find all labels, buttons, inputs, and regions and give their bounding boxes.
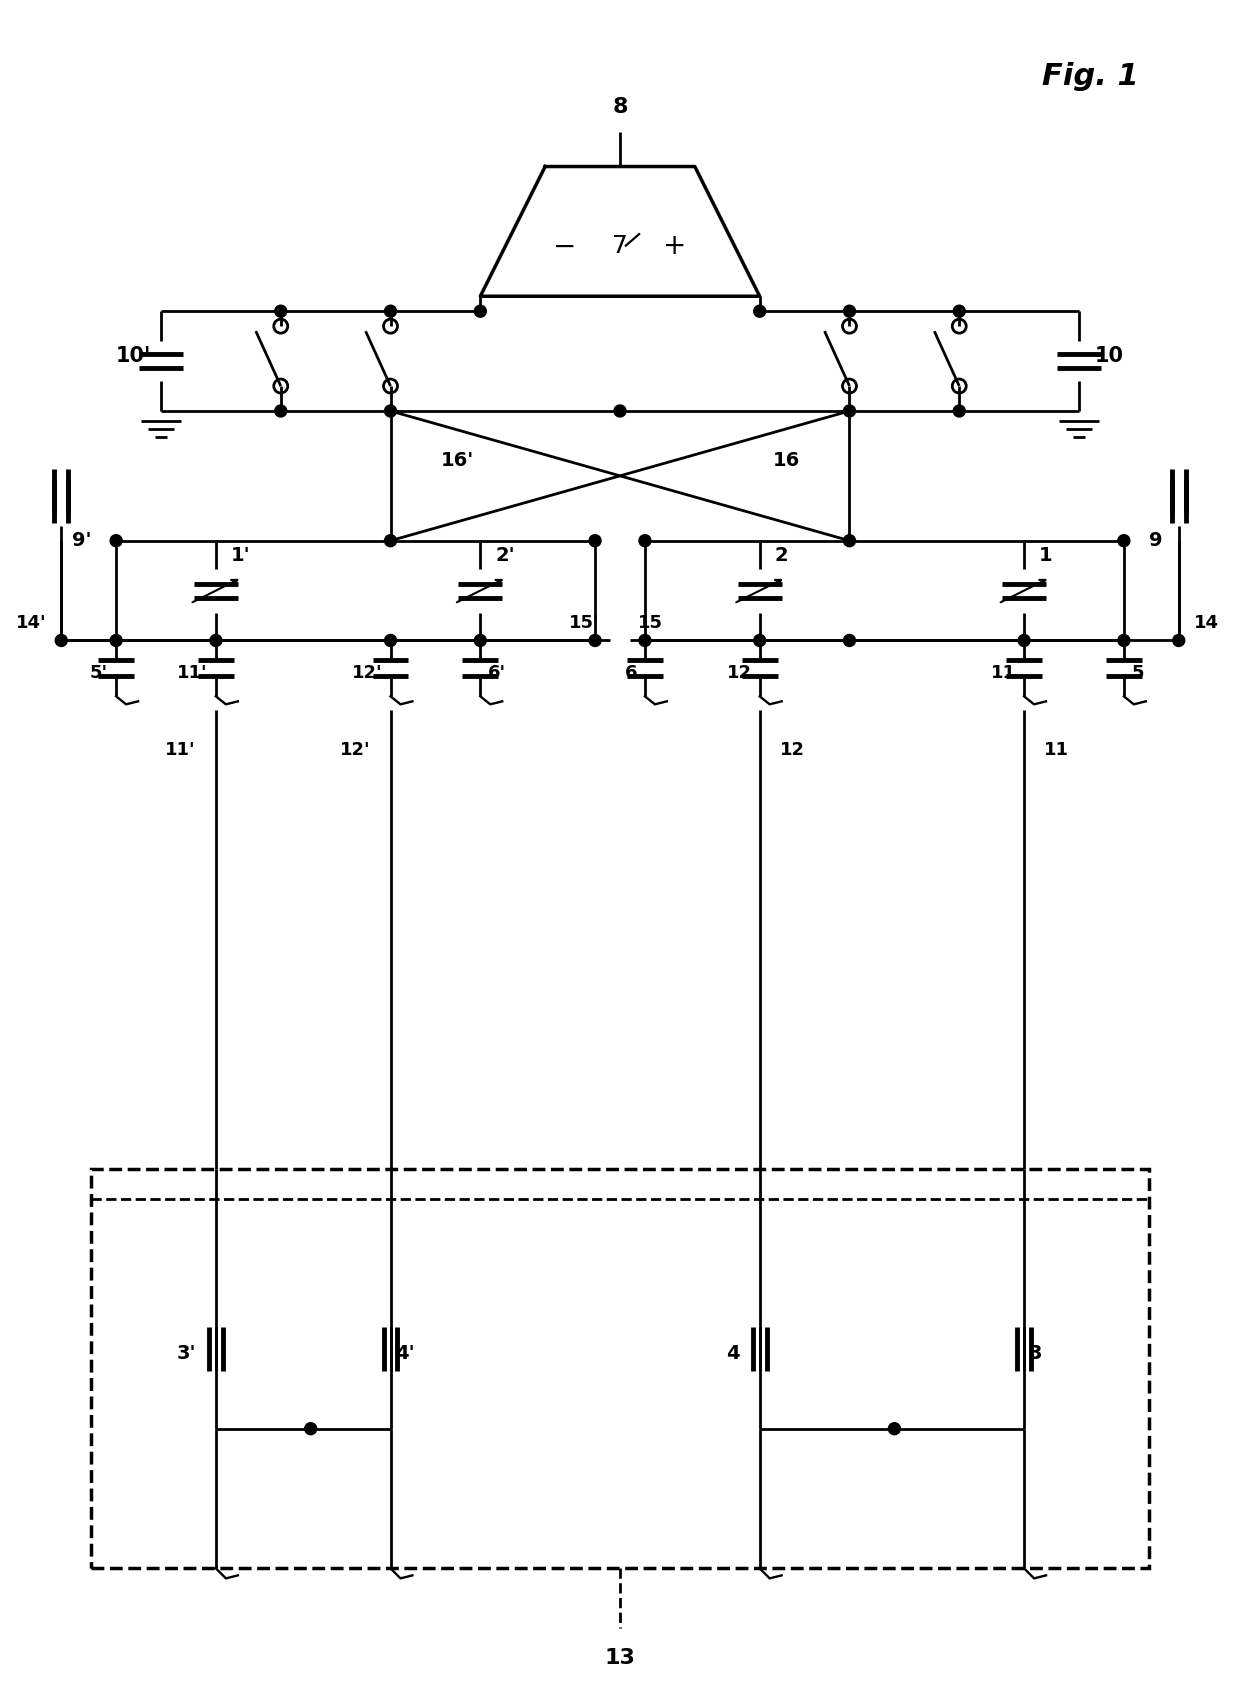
Text: 3: 3 bbox=[1029, 1345, 1043, 1363]
Circle shape bbox=[384, 306, 397, 318]
Text: 15: 15 bbox=[637, 613, 663, 632]
Circle shape bbox=[305, 1423, 316, 1435]
Circle shape bbox=[110, 635, 122, 647]
Circle shape bbox=[754, 306, 765, 318]
Circle shape bbox=[954, 406, 965, 418]
Text: 9: 9 bbox=[1148, 531, 1162, 550]
Circle shape bbox=[843, 535, 856, 547]
Text: 2: 2 bbox=[775, 547, 789, 565]
Text: 11: 11 bbox=[991, 664, 1016, 683]
Text: 3': 3' bbox=[176, 1345, 196, 1363]
Circle shape bbox=[639, 535, 651, 547]
Text: 1': 1' bbox=[231, 547, 250, 565]
Text: 6': 6' bbox=[489, 664, 506, 683]
Text: 10: 10 bbox=[1095, 346, 1123, 367]
Text: 10': 10' bbox=[117, 346, 151, 367]
Circle shape bbox=[384, 635, 397, 647]
Circle shape bbox=[1018, 635, 1030, 647]
Text: 11': 11' bbox=[177, 664, 208, 683]
Text: +: + bbox=[663, 233, 687, 260]
Circle shape bbox=[589, 635, 601, 647]
Text: 11: 11 bbox=[1044, 742, 1069, 759]
Bar bbox=[92, 1170, 1148, 1569]
Text: 8: 8 bbox=[613, 97, 627, 117]
Circle shape bbox=[475, 306, 486, 318]
Text: 14: 14 bbox=[1194, 613, 1219, 632]
Text: −: − bbox=[553, 233, 577, 260]
Circle shape bbox=[384, 406, 397, 418]
Text: 4': 4' bbox=[396, 1345, 415, 1363]
Text: 7: 7 bbox=[613, 234, 627, 258]
Circle shape bbox=[888, 1423, 900, 1435]
Circle shape bbox=[614, 406, 626, 418]
Text: 12: 12 bbox=[780, 742, 805, 759]
Text: 2': 2' bbox=[495, 547, 515, 565]
Circle shape bbox=[754, 635, 765, 647]
Circle shape bbox=[1118, 535, 1130, 547]
Circle shape bbox=[475, 635, 486, 647]
Text: 5': 5' bbox=[91, 664, 108, 683]
Circle shape bbox=[56, 635, 67, 647]
Text: 12': 12' bbox=[340, 742, 371, 759]
Text: Fig. 1: Fig. 1 bbox=[1042, 61, 1138, 90]
Text: 11': 11' bbox=[165, 742, 196, 759]
Circle shape bbox=[843, 635, 856, 647]
Text: 16': 16' bbox=[440, 452, 474, 470]
Circle shape bbox=[275, 306, 286, 318]
Circle shape bbox=[954, 306, 965, 318]
Circle shape bbox=[843, 406, 856, 418]
Text: 16: 16 bbox=[773, 452, 800, 470]
Circle shape bbox=[1118, 635, 1130, 647]
Text: 13: 13 bbox=[605, 1649, 635, 1667]
Text: 12: 12 bbox=[727, 664, 751, 683]
Text: 9': 9' bbox=[72, 531, 92, 550]
Text: 1: 1 bbox=[1039, 547, 1053, 565]
Circle shape bbox=[843, 306, 856, 318]
Text: 14': 14' bbox=[16, 613, 46, 632]
Circle shape bbox=[275, 406, 286, 418]
Text: 15': 15' bbox=[569, 613, 600, 632]
Text: 5: 5 bbox=[1132, 664, 1145, 683]
Circle shape bbox=[210, 635, 222, 647]
Circle shape bbox=[639, 635, 651, 647]
Circle shape bbox=[110, 535, 122, 547]
Circle shape bbox=[1173, 635, 1184, 647]
Text: 12': 12' bbox=[352, 664, 382, 683]
Text: 6: 6 bbox=[625, 664, 637, 683]
Text: 4: 4 bbox=[727, 1345, 740, 1363]
Circle shape bbox=[589, 535, 601, 547]
Circle shape bbox=[384, 535, 397, 547]
